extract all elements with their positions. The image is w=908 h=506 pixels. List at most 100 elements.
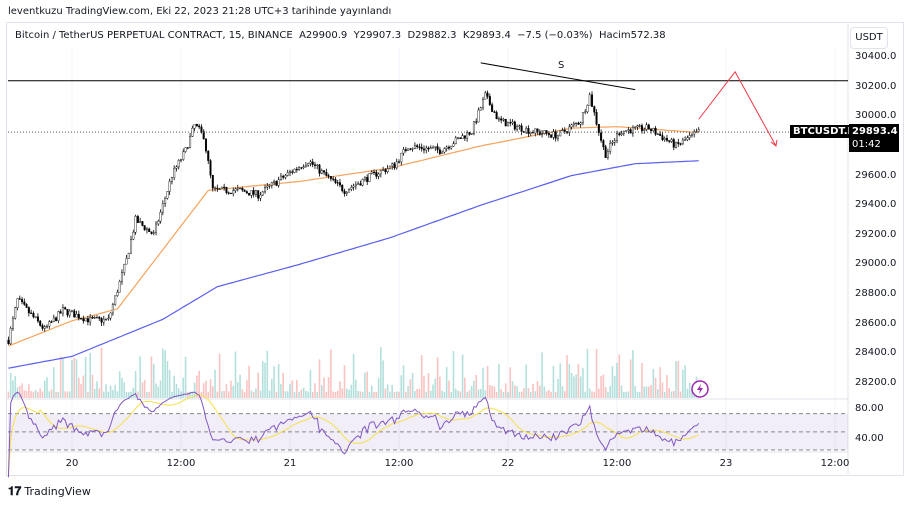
candle-body [80,318,83,320]
candle-body [393,163,396,169]
volume-bar [305,390,307,398]
volume-bar [268,390,271,398]
volume-bar [345,388,348,398]
candle-body [591,94,594,107]
volume-bar [647,386,650,398]
candle-body [441,151,444,154]
volume-bar [82,375,85,398]
volume-bar [112,389,114,398]
candle-body [461,135,464,139]
candle-body [507,122,510,127]
candle-body [302,166,305,168]
candle-body [73,310,76,318]
candle-body [50,321,53,323]
volume-bar [168,370,171,398]
brand-text: TradingView [24,485,91,498]
tradingview-brand[interactable]: 𝟏𝟕 TradingView [8,484,91,499]
candle-body [329,176,332,179]
candle-body [668,140,671,142]
price-tick: 30000.0 [855,110,897,122]
candle-body [654,128,657,135]
candle-body [411,148,414,150]
volume-bar [280,383,282,398]
candle-body [670,139,673,142]
candle-body [273,181,276,183]
last-price-tag: 29893.4 01:42 [849,124,899,152]
volume-bar [436,357,439,398]
candle-body [264,187,267,193]
volume-bar [507,391,509,398]
candle-body [77,314,80,319]
candle-body [225,186,228,193]
volume-bar [30,391,32,398]
candle-body [497,118,500,120]
volume-bar [291,380,294,398]
volume-bar [475,375,478,398]
candle-body [46,326,49,328]
volume-bar [439,376,441,398]
volume-bar [514,385,516,398]
volume-bar [139,356,141,398]
volume-bar [89,352,91,398]
volume-bar [227,391,230,398]
candle-body [579,122,582,125]
volume-bar [100,347,103,398]
candle-body [107,317,110,320]
volume-bar [234,351,237,398]
ma-slow-line [8,160,699,369]
volume-bar [495,391,498,398]
volume-bar [62,358,64,398]
volume-bar [202,383,205,398]
volume-bar [375,391,378,398]
candle-body [286,172,289,176]
candle-body [332,178,335,180]
candle-body [55,317,58,321]
volume-bar [670,391,673,398]
candle-body [563,129,566,132]
volume-bar [663,392,666,398]
candle-body [516,126,519,130]
candle-body [409,148,412,150]
candle-body [275,181,278,186]
candle-body [634,126,637,128]
volume-bar [320,385,323,398]
symbol-name[interactable]: Bitcoin / TetherUS PERPETUAL CONTRACT, 1… [15,30,293,41]
volume-bar [470,386,473,398]
volume-bar [591,391,593,398]
volume-bar [96,381,98,398]
candle-body [229,192,232,195]
volume-bar [691,389,693,398]
candle-body [581,112,584,124]
candle-body [141,221,144,226]
volume-bar [518,391,521,398]
volume-bar [452,351,455,398]
volume-bar [162,348,164,398]
volume-bar [613,376,616,398]
volume-bar [611,366,614,398]
close-value: K29893.4 [462,30,511,41]
volume-bar [248,365,250,398]
candle-body [472,121,475,134]
candle-body [123,263,126,273]
volume-bar [150,356,153,398]
volume-bar [37,391,39,398]
candle-body [361,179,364,186]
currency-button[interactable]: USDT [850,27,888,49]
candle-body [279,175,282,181]
candle-body [57,311,60,321]
candle-body [118,281,121,293]
candle-body [675,142,678,148]
volume-bar [34,390,37,398]
time-tick: 12:00 [166,458,196,469]
candle-body [525,128,528,133]
candle-body [477,109,480,123]
candle-body [325,171,328,176]
candle-body [454,137,457,144]
candle-body [75,314,78,318]
candle-body [300,167,303,169]
volume-bar [214,369,216,398]
volume-bar [659,367,661,398]
trendline [480,62,636,91]
